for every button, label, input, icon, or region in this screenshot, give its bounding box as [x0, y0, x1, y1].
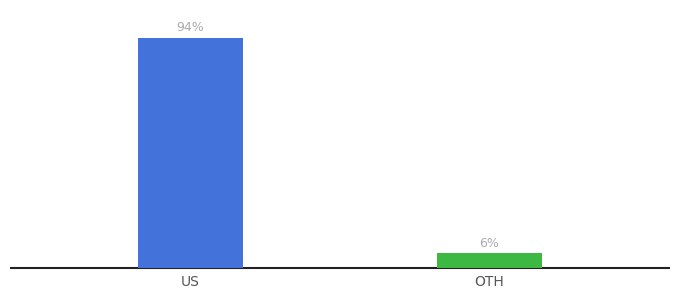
Bar [138, 38, 243, 268]
Text: 94%: 94% [177, 21, 205, 34]
Text: 6%: 6% [479, 237, 499, 250]
Bar [437, 253, 542, 268]
